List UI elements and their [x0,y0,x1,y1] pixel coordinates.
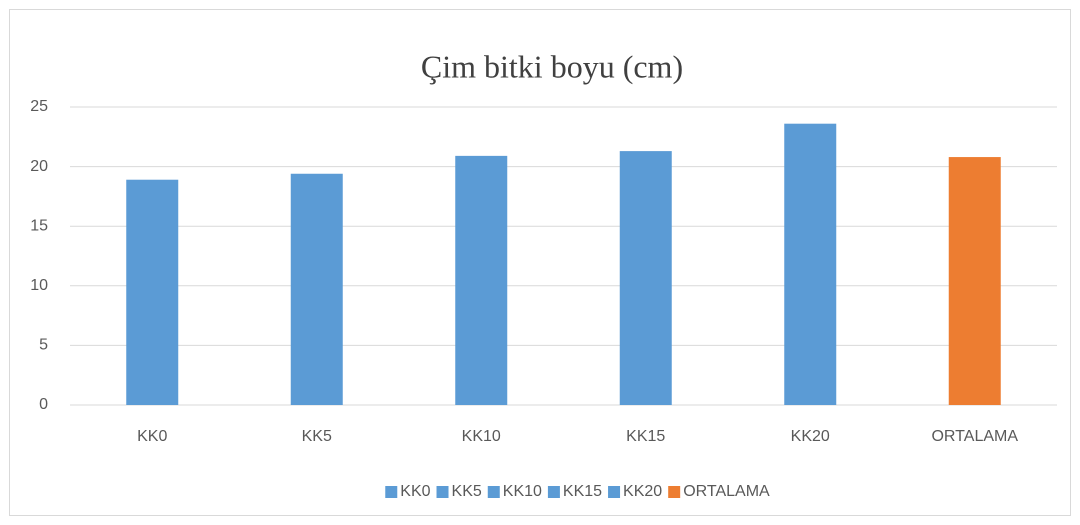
legend-label: KK10 [503,483,542,500]
y-tick-label: 0 [39,396,48,413]
legend-swatch [385,486,398,498]
bar [455,155,508,405]
legend-label: KK15 [563,483,602,500]
x-tick-label: KK5 [302,428,332,445]
chart-frame [9,9,1071,516]
bar [784,123,837,406]
x-tick-label: ORTALAMA [931,428,1018,445]
y-tick-label: 25 [30,98,48,115]
y-tick-label: 5 [39,337,48,354]
y-tick-label: 10 [30,277,48,294]
legend-label: KK0 [400,483,430,500]
chart-title: Çim bitki boyu (cm) [421,48,683,84]
x-tick-label: KK0 [137,428,167,445]
x-tick-label: KK20 [791,428,830,445]
legend-swatch [487,486,500,498]
bar [948,157,1001,405]
bar [619,151,672,405]
legend-swatch [436,486,449,498]
legend-swatch [608,486,621,498]
legend-label: ORTALAMA [683,483,770,500]
bar [126,179,179,405]
bar [290,173,343,405]
x-tick-label: KK15 [626,428,665,445]
y-tick-label: 15 [30,217,48,234]
x-tick-label: KK10 [462,428,501,445]
legend-label: KK20 [623,483,662,500]
legend-swatch [668,486,681,498]
legend-swatch [547,486,560,498]
legend-label: KK5 [452,483,482,500]
y-tick-label: 20 [30,158,48,175]
